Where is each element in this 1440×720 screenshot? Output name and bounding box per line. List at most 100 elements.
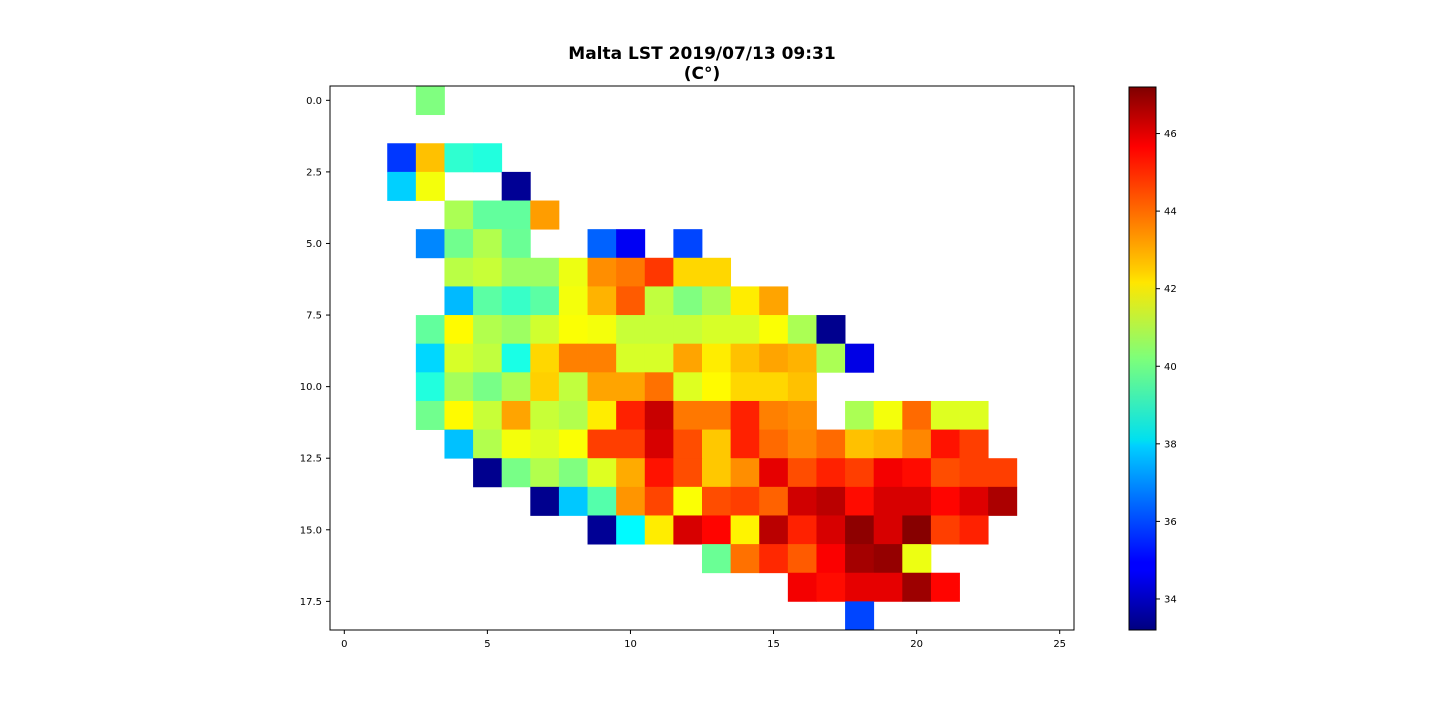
heatmap-cell (558, 458, 588, 488)
heatmap-cell (616, 400, 646, 430)
colorbar-tick-label: 36 (1164, 517, 1177, 528)
heatmap-cell (473, 286, 503, 316)
heatmap-cell (730, 486, 760, 516)
heatmap-cell (473, 372, 503, 402)
heatmap-cell (415, 229, 445, 259)
heatmap-cell (473, 143, 503, 173)
heatmap-cell (759, 544, 789, 574)
heatmap-cell (644, 486, 674, 516)
heatmap-cell (530, 315, 560, 345)
heatmap-cell (845, 544, 875, 574)
heatmap-cell (787, 429, 817, 459)
heatmap-cell (673, 315, 703, 345)
heatmap-cell (730, 544, 760, 574)
heatmap-cell (673, 286, 703, 316)
heatmap-cell (501, 257, 531, 287)
heatmap-cell (787, 400, 817, 430)
y-tick-label: 2.5 (306, 167, 322, 178)
heatmap-cell (673, 343, 703, 373)
plot-frame (329, 85, 1075, 631)
colorbar-ticks: 34 36 38 40 42 44 46 (1156, 129, 1177, 605)
heatmap-cell (387, 143, 417, 173)
heatmap-cell (644, 515, 674, 545)
heatmap-cell (444, 200, 474, 230)
y-tick-label: 7.5 (306, 311, 322, 322)
heatmap-cell (873, 515, 903, 545)
x-tick-label: 15 (767, 639, 780, 650)
heatmap-cell (816, 515, 846, 545)
heatmap-cell (759, 372, 789, 402)
heatmap-cell (501, 458, 531, 488)
heatmap-cell (558, 257, 588, 287)
heatmap-cell (558, 343, 588, 373)
heatmap-cell (673, 257, 703, 287)
heatmap-cell (501, 286, 531, 316)
heatmap-cell (759, 343, 789, 373)
heatmap-cell (415, 171, 445, 201)
heatmap-cell (530, 200, 560, 230)
heatmap-cell (673, 429, 703, 459)
heatmap-cell (530, 257, 560, 287)
heatmap-cell (845, 400, 875, 430)
heatmap-cell (702, 343, 732, 373)
colorbar-tick-label: 42 (1164, 284, 1177, 295)
colorbar-tick-label: 40 (1164, 362, 1177, 373)
heatmap-cell (873, 486, 903, 516)
heatmap-cell (730, 458, 760, 488)
colorbar (1129, 87, 1156, 630)
heatmap-cell (644, 286, 674, 316)
heatmap-cell (530, 372, 560, 402)
heatmap-cell (902, 429, 932, 459)
heatmap-cell (873, 458, 903, 488)
heatmap-cell (873, 572, 903, 602)
heatmap-cell (530, 429, 560, 459)
heatmap-cell (501, 200, 531, 230)
heatmap-cell (673, 400, 703, 430)
heatmap-cell (644, 343, 674, 373)
heatmap-cell (415, 400, 445, 430)
heatmap-cell (730, 315, 760, 345)
heatmap-cell (959, 515, 989, 545)
heatmap-cell (473, 315, 503, 345)
y-tick-label: 5.0 (306, 239, 322, 250)
chart-title: Malta LST 2019/07/13 09:31 (568, 44, 836, 64)
heatmap-cell (501, 229, 531, 259)
heatmap-cell (816, 429, 846, 459)
heatmap-cell (530, 486, 560, 516)
heatmap-cell (759, 458, 789, 488)
heatmap-cell (444, 286, 474, 316)
heatmap-cell (644, 257, 674, 287)
heatmap-cell (930, 515, 960, 545)
heatmap-cell (444, 257, 474, 287)
heatmap-cell (644, 458, 674, 488)
heatmap-cell (759, 429, 789, 459)
heatmap-cell (558, 372, 588, 402)
heatmap-cell (759, 315, 789, 345)
heatmap-cell (759, 486, 789, 516)
y-tick-label: 0.0 (306, 96, 322, 107)
y-tick-label: 12.5 (300, 454, 322, 465)
heatmap-cell (787, 544, 817, 574)
heatmap-cell (473, 400, 503, 430)
heatmap-cell (644, 372, 674, 402)
heatmap-cell (702, 544, 732, 574)
heatmap-cell (787, 486, 817, 516)
heatmap-cell (501, 400, 531, 430)
heatmap-cell (616, 429, 646, 459)
heatmap-cell (702, 315, 732, 345)
heatmap-cell (673, 458, 703, 488)
heatmap-cell (587, 229, 617, 259)
heatmap-cell (902, 544, 932, 574)
heatmap-cell (444, 372, 474, 402)
heatmap-cell (473, 429, 503, 459)
heatmap-cells (387, 86, 1018, 631)
heatmap-cell (930, 458, 960, 488)
heatmap-cell (558, 286, 588, 316)
heatmap-cell (501, 429, 531, 459)
heatmap-cell (587, 429, 617, 459)
heatmap-cell (558, 429, 588, 459)
heatmap-cell (787, 343, 817, 373)
heatmap-cell (415, 315, 445, 345)
heatmap-cell (759, 400, 789, 430)
heatmap-cell (473, 229, 503, 259)
